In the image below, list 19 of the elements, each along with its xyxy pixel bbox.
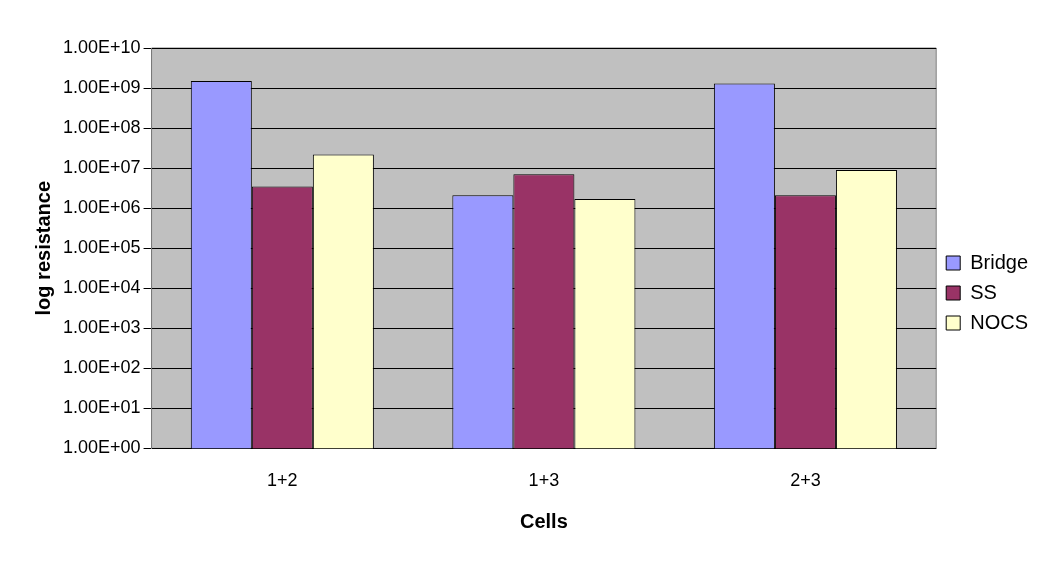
legend-label: Bridge <box>970 250 1028 273</box>
y-tick-label: 1.00E+08 <box>62 117 141 138</box>
x-tick-label: 2+3 <box>790 470 821 491</box>
y-tick-label: 1.00E+09 <box>62 77 141 98</box>
x-tick-label: 1+3 <box>528 470 560 491</box>
y-tick-label: 1.00E+00 <box>62 437 141 458</box>
y-tick-label: 1.00E+06 <box>62 197 141 218</box>
legend-label: NOCS <box>970 310 1028 333</box>
y-tick-label: 1.00E+05 <box>62 237 141 258</box>
y-axis-title: log resistance <box>31 180 54 316</box>
y-tick-label: 1.00E+04 <box>62 277 141 298</box>
y-tick-label: 1.00E+03 <box>62 317 141 338</box>
y-tick-label: 1.00E+02 <box>62 357 141 378</box>
y-tick-label: 1.00E+01 <box>62 397 141 418</box>
x-axis-title: Cells <box>519 509 568 532</box>
legend-label: SS <box>970 280 997 303</box>
x-tick-label: 1+2 <box>267 470 298 491</box>
y-tick-label: 1.00E+07 <box>62 157 141 178</box>
y-tick-label: 1.00E+10 <box>62 36 141 57</box>
